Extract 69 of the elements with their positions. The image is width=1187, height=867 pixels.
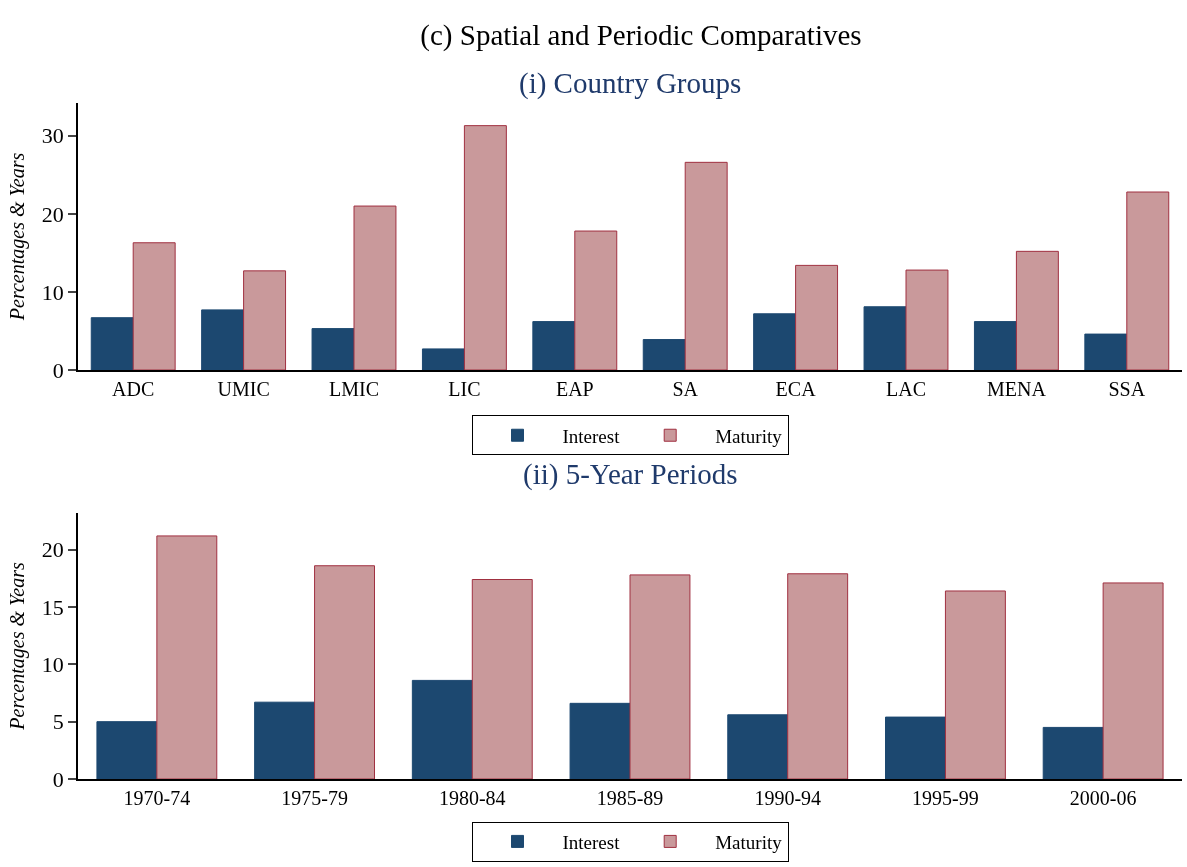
x-tick-label: SA bbox=[672, 378, 699, 400]
bar bbox=[574, 230, 618, 370]
bar bbox=[463, 125, 507, 370]
chart-title: (c) Spatial and Periodic Comparatives bbox=[420, 19, 862, 53]
bar bbox=[132, 242, 176, 370]
bar bbox=[1126, 191, 1170, 370]
x-tick-label: EAP bbox=[555, 378, 594, 400]
y-tick-label: 5 bbox=[52, 709, 64, 735]
bar bbox=[411, 679, 473, 779]
bar bbox=[254, 701, 316, 779]
y-tick-label: 15 bbox=[41, 594, 64, 620]
bar bbox=[684, 161, 728, 370]
bar bbox=[885, 716, 946, 779]
x-tick-label: 1980-84 bbox=[438, 787, 506, 809]
bar bbox=[96, 721, 158, 779]
bar bbox=[973, 321, 1017, 370]
x-tick-label: UMIC bbox=[217, 378, 270, 400]
y-tick-label: 10 bbox=[41, 652, 64, 678]
bar bbox=[532, 321, 576, 370]
bar bbox=[787, 573, 849, 779]
y-tick-label: 0 bbox=[52, 357, 64, 383]
bar bbox=[753, 313, 797, 370]
x-tick-label: SSA bbox=[1108, 378, 1146, 400]
bar bbox=[421, 348, 465, 370]
x-tick-label: MENA bbox=[986, 378, 1047, 400]
legend-label: Maturity bbox=[715, 831, 783, 853]
y-tick-label: 20 bbox=[41, 537, 64, 563]
x-tick-label: LMIC bbox=[329, 378, 379, 400]
bar bbox=[727, 714, 789, 779]
legend-label: Interest bbox=[562, 425, 621, 447]
bar bbox=[569, 702, 631, 779]
bar bbox=[863, 306, 907, 370]
x-tick-label: LIC bbox=[448, 378, 481, 400]
y-tick-label: 20 bbox=[41, 201, 64, 227]
bar bbox=[353, 205, 397, 370]
x-tick-label: 1995-99 bbox=[912, 787, 979, 809]
chart-title: (ii) 5-Year Periods bbox=[523, 458, 738, 491]
y-tick-label: 10 bbox=[41, 279, 64, 305]
x-tick-label: 1975-79 bbox=[281, 787, 348, 809]
x-tick-label: 1970-74 bbox=[123, 787, 191, 809]
x-tick-label: ECA bbox=[775, 378, 817, 400]
x-tick-label: 2000-06 bbox=[1069, 787, 1137, 809]
x-tick-label: ADC bbox=[112, 378, 155, 400]
bar bbox=[905, 269, 949, 370]
x-tick-label: LAC bbox=[886, 378, 926, 400]
x-tick-label: 1990-94 bbox=[754, 787, 822, 809]
bar bbox=[944, 590, 1006, 779]
y-tick-label: 30 bbox=[41, 123, 64, 149]
legend-label: Interest bbox=[562, 831, 621, 853]
y-tick-label: 0 bbox=[52, 766, 64, 792]
legend-label: Maturity bbox=[715, 425, 783, 447]
bar bbox=[243, 270, 287, 370]
bar bbox=[642, 339, 686, 370]
bar bbox=[1102, 582, 1164, 779]
bar bbox=[1042, 726, 1104, 779]
bar bbox=[471, 579, 533, 779]
bar bbox=[156, 535, 218, 779]
bar bbox=[1084, 333, 1128, 370]
bar bbox=[201, 309, 245, 370]
x-tick-label: 1985-89 bbox=[596, 787, 664, 809]
chart-subtitle: (i) Country Groups bbox=[519, 67, 742, 100]
bar bbox=[1015, 250, 1059, 370]
bar bbox=[90, 317, 134, 370]
bar bbox=[795, 264, 839, 370]
bar bbox=[629, 574, 691, 779]
y-axis-title: Percentages & Years bbox=[5, 562, 29, 731]
y-axis-title: Percentages & Years bbox=[5, 152, 29, 322]
bar bbox=[311, 328, 355, 370]
bar bbox=[314, 565, 375, 779]
